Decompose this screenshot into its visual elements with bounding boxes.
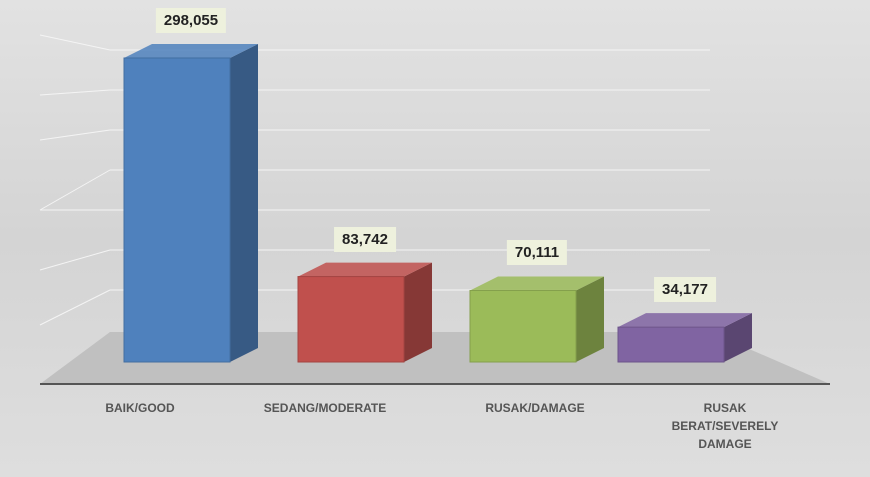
bar-top [124, 43, 258, 58]
bar [469, 289, 577, 363]
bar-side [724, 313, 752, 362]
bar-top [298, 262, 432, 277]
x-tick-label: RUSAK BERAT/SEVERELY DAMAGE [671, 401, 779, 451]
x-tick-label: BAIK/GOOD [105, 401, 175, 415]
value-label: 298,055 [155, 7, 227, 33]
x-tick-label: RUSAK/DAMAGE [485, 401, 585, 415]
value-label: 83,742 [334, 226, 396, 252]
value-label: 34,177 [654, 277, 716, 303]
bar [617, 326, 725, 363]
bar [297, 276, 405, 363]
bar-side [230, 43, 258, 363]
x-tick-label: SEDANG/MODERATE [263, 401, 387, 415]
bar-side [404, 262, 432, 362]
bar-top [618, 313, 752, 328]
bar [123, 57, 231, 363]
bar-side [576, 276, 604, 362]
value-label: 70,111 [506, 240, 568, 266]
bar-top [470, 276, 604, 291]
